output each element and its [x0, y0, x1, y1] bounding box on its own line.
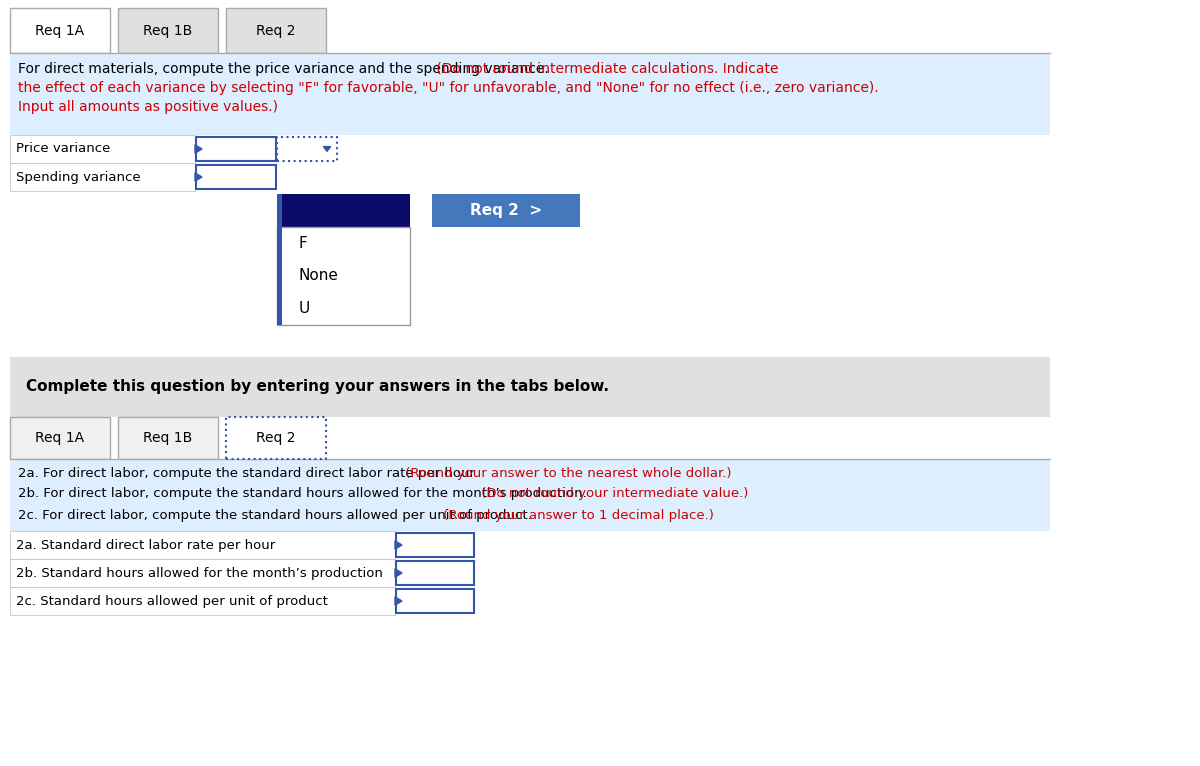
Text: (Round your answer to 1 decimal place.): (Round your answer to 1 decimal place.): [439, 509, 714, 522]
Text: 2b. Standard hours allowed for the month’s production: 2b. Standard hours allowed for the month…: [16, 567, 383, 580]
Polygon shape: [194, 173, 202, 182]
Polygon shape: [395, 569, 402, 578]
FancyBboxPatch shape: [10, 8, 110, 53]
Text: 2b. For direct labor, compute the standard hours allowed for the month’s product: 2b. For direct labor, compute the standa…: [18, 487, 587, 500]
Text: (Do not round your intermediate value.): (Do not round your intermediate value.): [478, 487, 749, 500]
Text: Input all amounts as positive values.): Input all amounts as positive values.): [18, 100, 278, 114]
Text: Req 2: Req 2: [257, 24, 295, 38]
FancyBboxPatch shape: [277, 137, 337, 161]
FancyBboxPatch shape: [10, 459, 1050, 531]
FancyBboxPatch shape: [118, 417, 218, 459]
Text: Complete this question by entering your answers in the tabs below.: Complete this question by entering your …: [26, 379, 610, 394]
Text: 2a. For direct labor, compute the standard direct labor rate per hour.: 2a. For direct labor, compute the standa…: [18, 466, 478, 480]
Text: the effect of each variance by selecting "F" for favorable, "U" for unfavorable,: the effect of each variance by selecting…: [18, 81, 878, 95]
FancyBboxPatch shape: [10, 163, 194, 191]
FancyBboxPatch shape: [277, 227, 410, 325]
Text: U: U: [299, 301, 311, 316]
Text: None: None: [299, 269, 338, 283]
FancyBboxPatch shape: [196, 137, 276, 161]
FancyBboxPatch shape: [226, 417, 326, 459]
FancyBboxPatch shape: [10, 587, 395, 615]
Text: Req 1B: Req 1B: [143, 431, 193, 445]
FancyBboxPatch shape: [277, 194, 410, 227]
Text: (Do not round intermediate calculations. Indicate: (Do not round intermediate calculations.…: [432, 62, 779, 76]
FancyBboxPatch shape: [226, 8, 326, 53]
Polygon shape: [395, 597, 402, 605]
Text: For direct materials, compute the price variance and the spending variance.: For direct materials, compute the price …: [18, 62, 548, 76]
Text: Price variance: Price variance: [16, 142, 110, 155]
FancyBboxPatch shape: [277, 194, 282, 325]
Text: 2c. Standard hours allowed per unit of product: 2c. Standard hours allowed per unit of p…: [16, 594, 328, 607]
Text: Spending variance: Spending variance: [16, 171, 140, 184]
Text: Req 1A: Req 1A: [36, 431, 84, 445]
FancyBboxPatch shape: [10, 559, 395, 587]
Text: 2c. For direct labor, compute the standard hours allowed per unit of product.: 2c. For direct labor, compute the standa…: [18, 509, 532, 522]
Text: 2a. Standard direct labor rate per hour: 2a. Standard direct labor rate per hour: [16, 538, 275, 552]
FancyBboxPatch shape: [396, 589, 474, 613]
FancyBboxPatch shape: [396, 561, 474, 585]
FancyBboxPatch shape: [396, 533, 474, 557]
Text: Req 2: Req 2: [257, 431, 295, 445]
FancyBboxPatch shape: [10, 417, 110, 459]
Text: Req 2  >: Req 2 >: [470, 203, 542, 218]
FancyBboxPatch shape: [196, 165, 276, 189]
FancyBboxPatch shape: [10, 135, 194, 163]
Polygon shape: [324, 146, 331, 152]
FancyBboxPatch shape: [10, 357, 1050, 417]
Text: F: F: [299, 236, 307, 250]
Polygon shape: [395, 541, 402, 549]
Text: (Round your answer to the nearest whole dollar.): (Round your answer to the nearest whole …: [401, 466, 732, 480]
FancyBboxPatch shape: [432, 194, 580, 227]
FancyBboxPatch shape: [10, 53, 1050, 135]
FancyBboxPatch shape: [118, 8, 218, 53]
Polygon shape: [194, 145, 202, 153]
Text: Req 1A: Req 1A: [36, 24, 84, 38]
FancyBboxPatch shape: [10, 531, 395, 559]
Text: Req 1B: Req 1B: [143, 24, 193, 38]
